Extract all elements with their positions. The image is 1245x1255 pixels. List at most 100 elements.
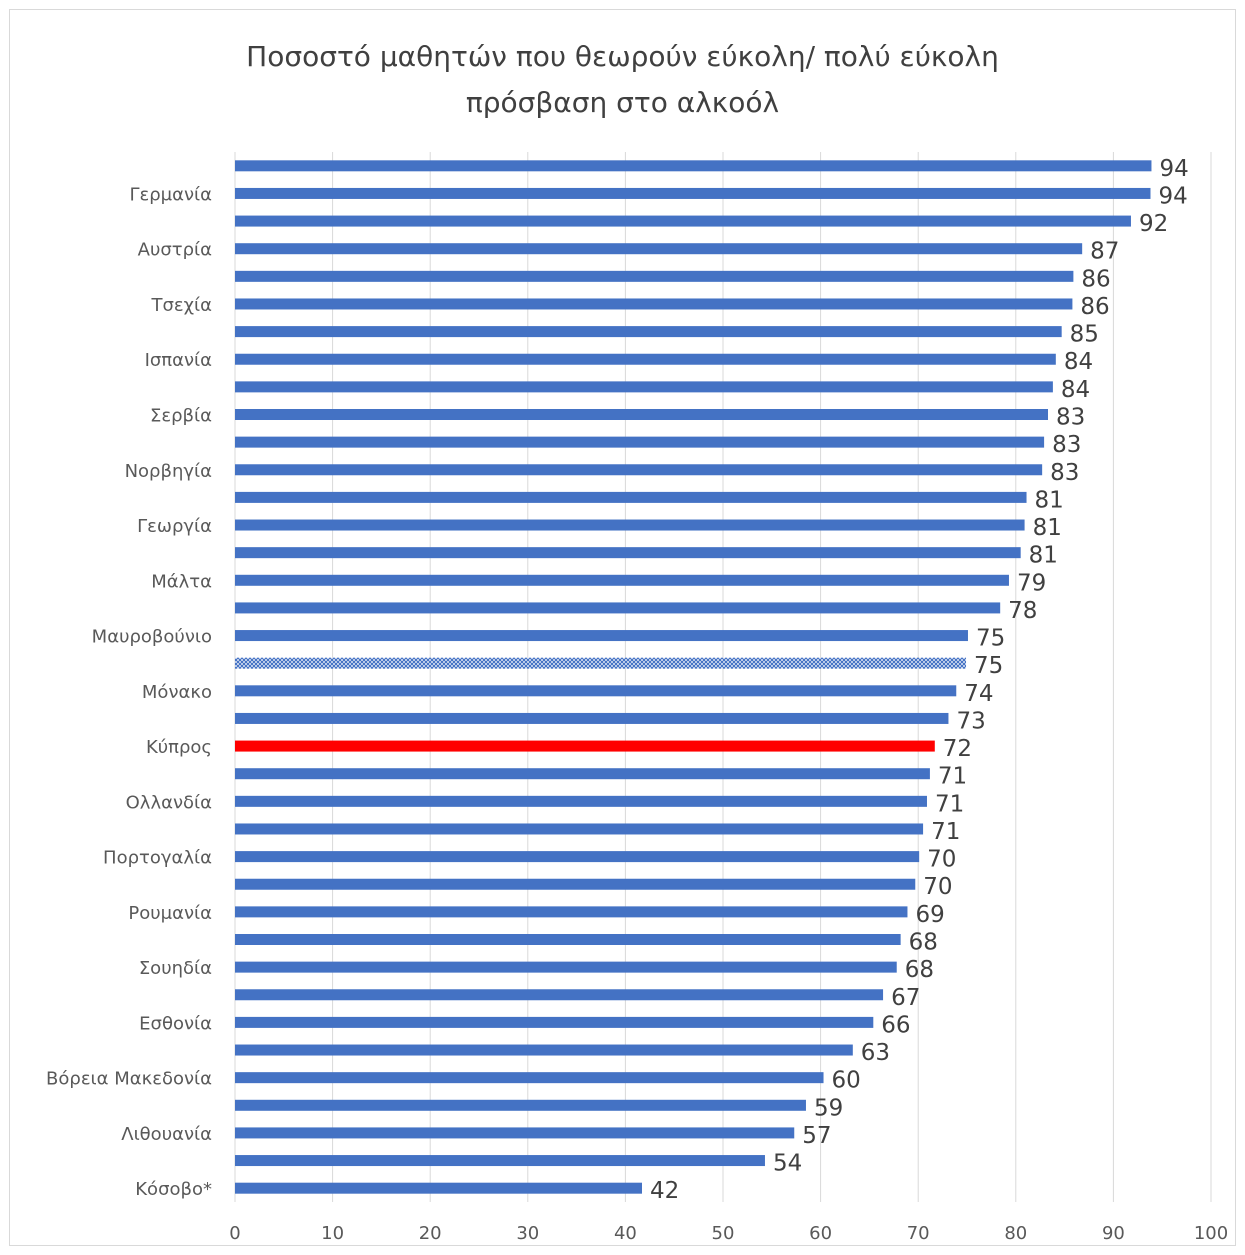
category-labels: Γερμανία Αυστρία Τσεχία Ισπανία Σερβία Νορβηγ… <box>46 184 212 1200</box>
bar <box>235 1016 874 1028</box>
bar <box>235 989 884 1001</box>
bar <box>235 1155 765 1167</box>
data-label: 86 <box>1081 266 1110 292</box>
bar <box>235 602 1001 614</box>
category-label: Αυστρία <box>138 240 212 261</box>
x-tick-label: 60 <box>809 1223 832 1244</box>
bar <box>235 298 1073 310</box>
category-label: Βόρεια Μακεδονία <box>46 1069 212 1090</box>
bar <box>235 409 1049 420</box>
data-label: 68 <box>909 930 938 956</box>
category-label: Ρουμανία <box>128 903 212 924</box>
data-label: 81 <box>1029 543 1058 569</box>
data-label: 68 <box>905 957 934 983</box>
x-tick-label: 50 <box>712 1223 735 1244</box>
data-label: 94 <box>1158 183 1187 209</box>
data-label: 66 <box>881 1012 910 1038</box>
bar <box>235 270 1074 282</box>
data-label: 60 <box>832 1068 861 1094</box>
bars <box>235 160 1152 1194</box>
gridlines <box>234 152 1212 1202</box>
category-label: Μαυροβούνιο <box>92 627 212 648</box>
category-label: Λιθουανία <box>121 1124 212 1145</box>
x-tick-label: 20 <box>419 1223 442 1244</box>
data-label: 75 <box>976 626 1005 652</box>
bar <box>235 436 1045 448</box>
data-label: 85 <box>1070 322 1099 348</box>
category-label: Νορβηγία <box>125 461 212 482</box>
x-tick-label: 10 <box>321 1223 344 1244</box>
bar <box>235 547 1021 559</box>
bar <box>235 657 967 669</box>
data-label: 78 <box>1008 598 1037 624</box>
data-label: 94 <box>1159 156 1188 182</box>
data-label: 75 <box>974 653 1003 679</box>
data-label: 84 <box>1061 377 1090 403</box>
data-label: 63 <box>861 1040 890 1066</box>
category-label: Σερβία <box>150 406 212 427</box>
bar <box>235 795 927 807</box>
category-label: Κύπρος <box>146 737 212 758</box>
data-label: 81 <box>1033 515 1062 541</box>
data-label: 74 <box>964 681 993 707</box>
category-label: Κόσοβο* <box>135 1179 212 1200</box>
data-label: 79 <box>1017 570 1046 596</box>
bar <box>235 685 957 697</box>
category-label: Μόνακο <box>142 682 212 703</box>
data-label: 73 <box>956 708 985 734</box>
x-tick-label: 80 <box>1004 1223 1027 1244</box>
data-label: 67 <box>891 985 920 1011</box>
data-label: 54 <box>773 1151 802 1177</box>
x-tick-label: 40 <box>614 1223 637 1244</box>
bar <box>235 1044 853 1056</box>
data-label: 57 <box>802 1123 831 1149</box>
bar <box>235 574 1009 586</box>
x-tick-label: 90 <box>1102 1223 1125 1244</box>
data-label: 84 <box>1064 349 1093 375</box>
bar <box>235 381 1053 393</box>
data-label: 42 <box>650 1178 679 1204</box>
x-tick-label: 0 <box>229 1223 240 1244</box>
bar <box>235 326 1062 338</box>
bar <box>235 160 1152 172</box>
category-label: Ισπανία <box>145 350 212 371</box>
bar <box>235 878 916 890</box>
data-label: 86 <box>1080 294 1109 320</box>
category-label: Γεωργία <box>137 516 212 537</box>
chart-frame <box>9 9 1236 1246</box>
x-tick-label: 70 <box>907 1223 930 1244</box>
bar <box>235 491 1027 503</box>
bar <box>235 934 901 945</box>
chart-title-line-2: πρόσβαση στο αλκοόλ <box>465 86 780 119</box>
bar <box>235 464 1043 476</box>
data-label: 70 <box>923 874 952 900</box>
bar <box>235 823 924 835</box>
bar <box>235 1127 795 1139</box>
category-label: Μάλτα <box>151 571 212 592</box>
bar <box>235 712 949 724</box>
bar <box>235 215 1131 227</box>
bar <box>235 851 920 863</box>
x-tick-label: 100 <box>1194 1223 1228 1244</box>
chart-title-line-1: Ποσοστό μαθητών που θεωρούν εύκολη/ πολύ… <box>246 40 999 73</box>
bar <box>235 187 1151 199</box>
category-label: Γερμανία <box>129 184 212 205</box>
bar <box>235 1072 824 1084</box>
category-label: Τσεχία <box>151 295 213 316</box>
data-label: 71 <box>935 791 964 817</box>
bar <box>235 961 897 973</box>
bar <box>235 906 908 918</box>
data-label: 71 <box>938 764 967 790</box>
data-label: 72 <box>943 736 972 762</box>
category-label: Ολλανδία <box>126 792 212 813</box>
data-label: 83 <box>1056 405 1085 431</box>
data-label: 70 <box>927 847 956 873</box>
data-label: 59 <box>814 1095 843 1121</box>
x-axis-ticks: 0 10 20 30 40 50 60 70 80 90 100 <box>229 1223 1228 1244</box>
bar <box>235 768 930 780</box>
bar <box>235 630 968 642</box>
bar <box>235 243 1083 255</box>
bar <box>235 1099 806 1111</box>
bar <box>235 519 1025 531</box>
